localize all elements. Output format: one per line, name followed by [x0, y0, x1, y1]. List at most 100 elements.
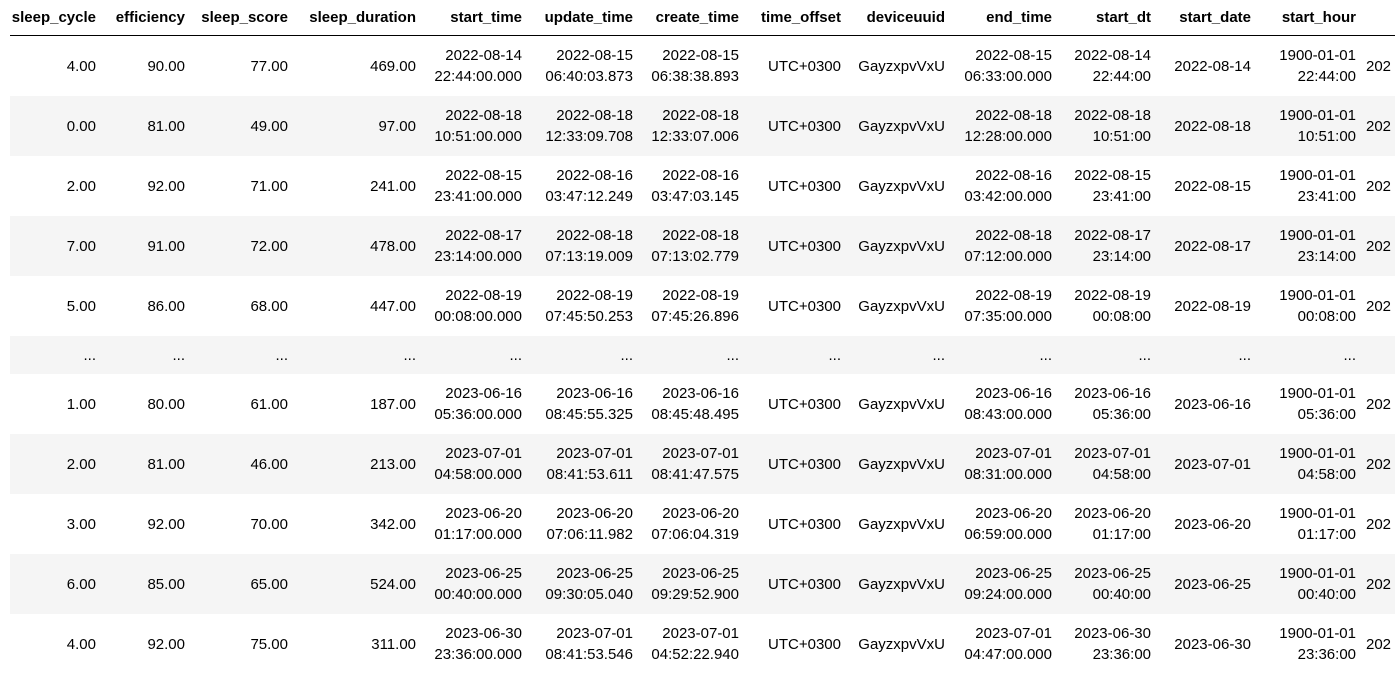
cell-sleep-cycle: 3.00 — [66, 515, 96, 533]
cell-deviceuuid: GayzxpvVxU — [858, 177, 945, 195]
cell-truncated: 202 — [1362, 216, 1395, 276]
cell-start-time: 2022-08-19 00:08:00.000 — [422, 276, 528, 336]
cell-line: 2022-08-18 — [975, 107, 1052, 124]
cell-line: 03:42:00.000 — [964, 188, 1052, 205]
cell-line: 06:38:38.893 — [651, 68, 739, 85]
table-row: 4.00 90.00 77.00 469.00 2022-08-14 22:44:00.0… — [10, 36, 1395, 97]
cell-create-time: 2022-08-16 03:47:03.145 — [639, 156, 745, 216]
cell-end-time: ... — [951, 336, 1058, 374]
cell-create-time: 2022-08-19 07:45:26.896 — [639, 276, 745, 336]
cell-line: 2022-08-19 — [445, 287, 522, 304]
cell-line: 2023-07-01 — [975, 445, 1052, 462]
cell-line: 2023-06-30 — [1074, 625, 1151, 642]
cell-update-time: 2022-08-16 03:47:12.249 — [528, 156, 639, 216]
cell-line: 1900-01-01 — [1279, 505, 1356, 522]
cell-time-offset: UTC+0300 — [745, 216, 847, 276]
cell-line: 2023-06-20 — [662, 505, 739, 522]
cell-deviceuuid: GayzxpvVxU — [847, 216, 951, 276]
cell-line: 10:51:00.000 — [434, 128, 522, 145]
cell-line: 2022-08-17 — [1074, 227, 1151, 244]
cell-deviceuuid: GayzxpvVxU — [847, 434, 951, 494]
cell-time-offset: UTC+0300 — [768, 297, 841, 315]
cell-line: 10:51:00 — [1092, 128, 1151, 145]
cell-update-time: 2023-06-25 09:30:05.040 — [528, 554, 639, 614]
cell-line: 2023-07-01 — [662, 445, 739, 462]
cell-line: 09:24:00.000 — [964, 586, 1052, 603]
cell-start-dt: 2023-06-30 23:36:00 — [1058, 614, 1157, 674]
cell-deviceuuid: ... — [847, 336, 951, 374]
cell-time-offset: UTC+0300 — [768, 57, 841, 75]
cell-sleep-duration: 524.00 — [294, 554, 422, 614]
cell-start-date: 2023-06-25 — [1157, 554, 1257, 614]
cell-line: 07:12:00.000 — [964, 248, 1052, 265]
cell-line: 04:52:22.940 — [651, 646, 739, 663]
table-row: 7.00 91.00 72.00 478.00 2022-08-17 23:14:00.0… — [10, 216, 1395, 276]
column-header-truncated — [1362, 0, 1395, 36]
cell-create-time: 2022-08-18 07:13:02.779 — [639, 216, 745, 276]
cell-line: 2022-08-18 — [975, 227, 1052, 244]
cell-line: 23:36:00 — [1092, 646, 1151, 663]
cell-truncated: 202 — [1366, 395, 1392, 413]
column-header-update-time: update_time — [528, 0, 639, 36]
cell-efficiency: 92.00 — [147, 515, 185, 533]
table-row: 0.00 81.00 49.00 97.00 2022-08-18 10:51:00.00… — [10, 96, 1395, 156]
cell-sleep-cycle: 1.00 — [66, 395, 96, 413]
cell-update-time: 2022-08-18 07:13:19.009 — [528, 216, 639, 276]
cell-line: 2022-08-18 — [1074, 107, 1151, 124]
cell-line: 2022-08-19 — [662, 287, 739, 304]
cell-line: 2023-06-20 — [445, 505, 522, 522]
cell-line: 07:13:19.009 — [545, 248, 633, 265]
cell-line: 2022-08-18 — [662, 227, 739, 244]
cell-line: 1900-01-01 — [1279, 385, 1356, 402]
cell-update-time: ... — [528, 336, 639, 374]
cell-efficiency: 91.00 — [102, 216, 191, 276]
cell-update-time: 2023-06-20 07:06:11.982 — [528, 494, 639, 554]
cell-line: 2022-08-16 — [662, 167, 739, 184]
cell-line: 2023-06-25 — [1074, 565, 1151, 582]
cell-line: 07:06:11.982 — [546, 526, 633, 543]
cell-line: 23:41:00 — [1297, 188, 1356, 205]
cell-update-time: 2023-06-16 08:45:55.325 — [528, 374, 639, 434]
cell-create-time: ... — [639, 336, 745, 374]
cell-truncated: 202 — [1362, 554, 1395, 614]
cell-start-hour: 1900-01-01 23:36:00 — [1257, 614, 1362, 674]
cell-create-time: 2023-06-25 09:29:52.900 — [639, 554, 745, 614]
cell-line: 07:13:02.779 — [651, 248, 739, 265]
cell-efficiency: 80.00 — [147, 395, 185, 413]
cell-line: 2023-07-01 — [556, 445, 633, 462]
cell-deviceuuid: GayzxpvVxU — [847, 554, 951, 614]
cell-end-time: 2023-06-25 09:24:00.000 — [951, 554, 1058, 614]
cell-start-date: 2022-08-19 — [1174, 297, 1251, 315]
cell-line: 2023-06-20 — [1074, 505, 1151, 522]
cell-start-dt: 2023-07-01 04:58:00 — [1058, 434, 1157, 494]
cell-efficiency: ... — [102, 336, 191, 374]
cell-line: 00:08:00 — [1092, 308, 1151, 325]
cell-time-offset: UTC+0300 — [745, 434, 847, 494]
cell-line: 2022-08-18 — [662, 107, 739, 124]
cell-start-time: 2022-08-15 23:41:00.000 — [422, 156, 528, 216]
cell-line: 2023-06-16 — [662, 385, 739, 402]
cell-line: 12:33:07.006 — [651, 128, 739, 145]
cell-line: 1900-01-01 — [1279, 625, 1356, 642]
cell-sleep-cycle: 2.00 — [66, 177, 96, 195]
column-header-start-time: start_time — [422, 0, 528, 36]
cell-start-hour: 1900-01-01 23:41:00 — [1257, 156, 1362, 216]
cell-line: 2022-08-14 — [1074, 47, 1151, 64]
cell-line: 2023-07-01 — [556, 625, 633, 642]
cell-line: 2023-06-16 — [1074, 385, 1151, 402]
cell-start-hour: 1900-01-01 00:40:00 — [1257, 554, 1362, 614]
column-header-efficiency: efficiency — [102, 0, 191, 36]
column-header-sleep-duration: sleep_duration — [294, 0, 422, 36]
cell-line: 22:44:00 — [1092, 68, 1151, 85]
cell-line: 22:44:00 — [1297, 68, 1356, 85]
cell-start-date: 2023-06-16 — [1174, 395, 1251, 413]
cell-sleep-cycle: 5.00 — [66, 297, 96, 315]
cell-efficiency: 90.00 — [147, 57, 185, 75]
cell-line: 2022-08-15 — [662, 47, 739, 64]
cell-line: 2023-06-16 — [445, 385, 522, 402]
cell-sleep-duration: 97.00 — [294, 96, 422, 156]
column-header-create-time: create_time — [639, 0, 745, 36]
cell-end-time: 2022-08-18 07:12:00.000 — [951, 216, 1058, 276]
cell-start-date: 2023-06-30 — [1174, 635, 1251, 653]
